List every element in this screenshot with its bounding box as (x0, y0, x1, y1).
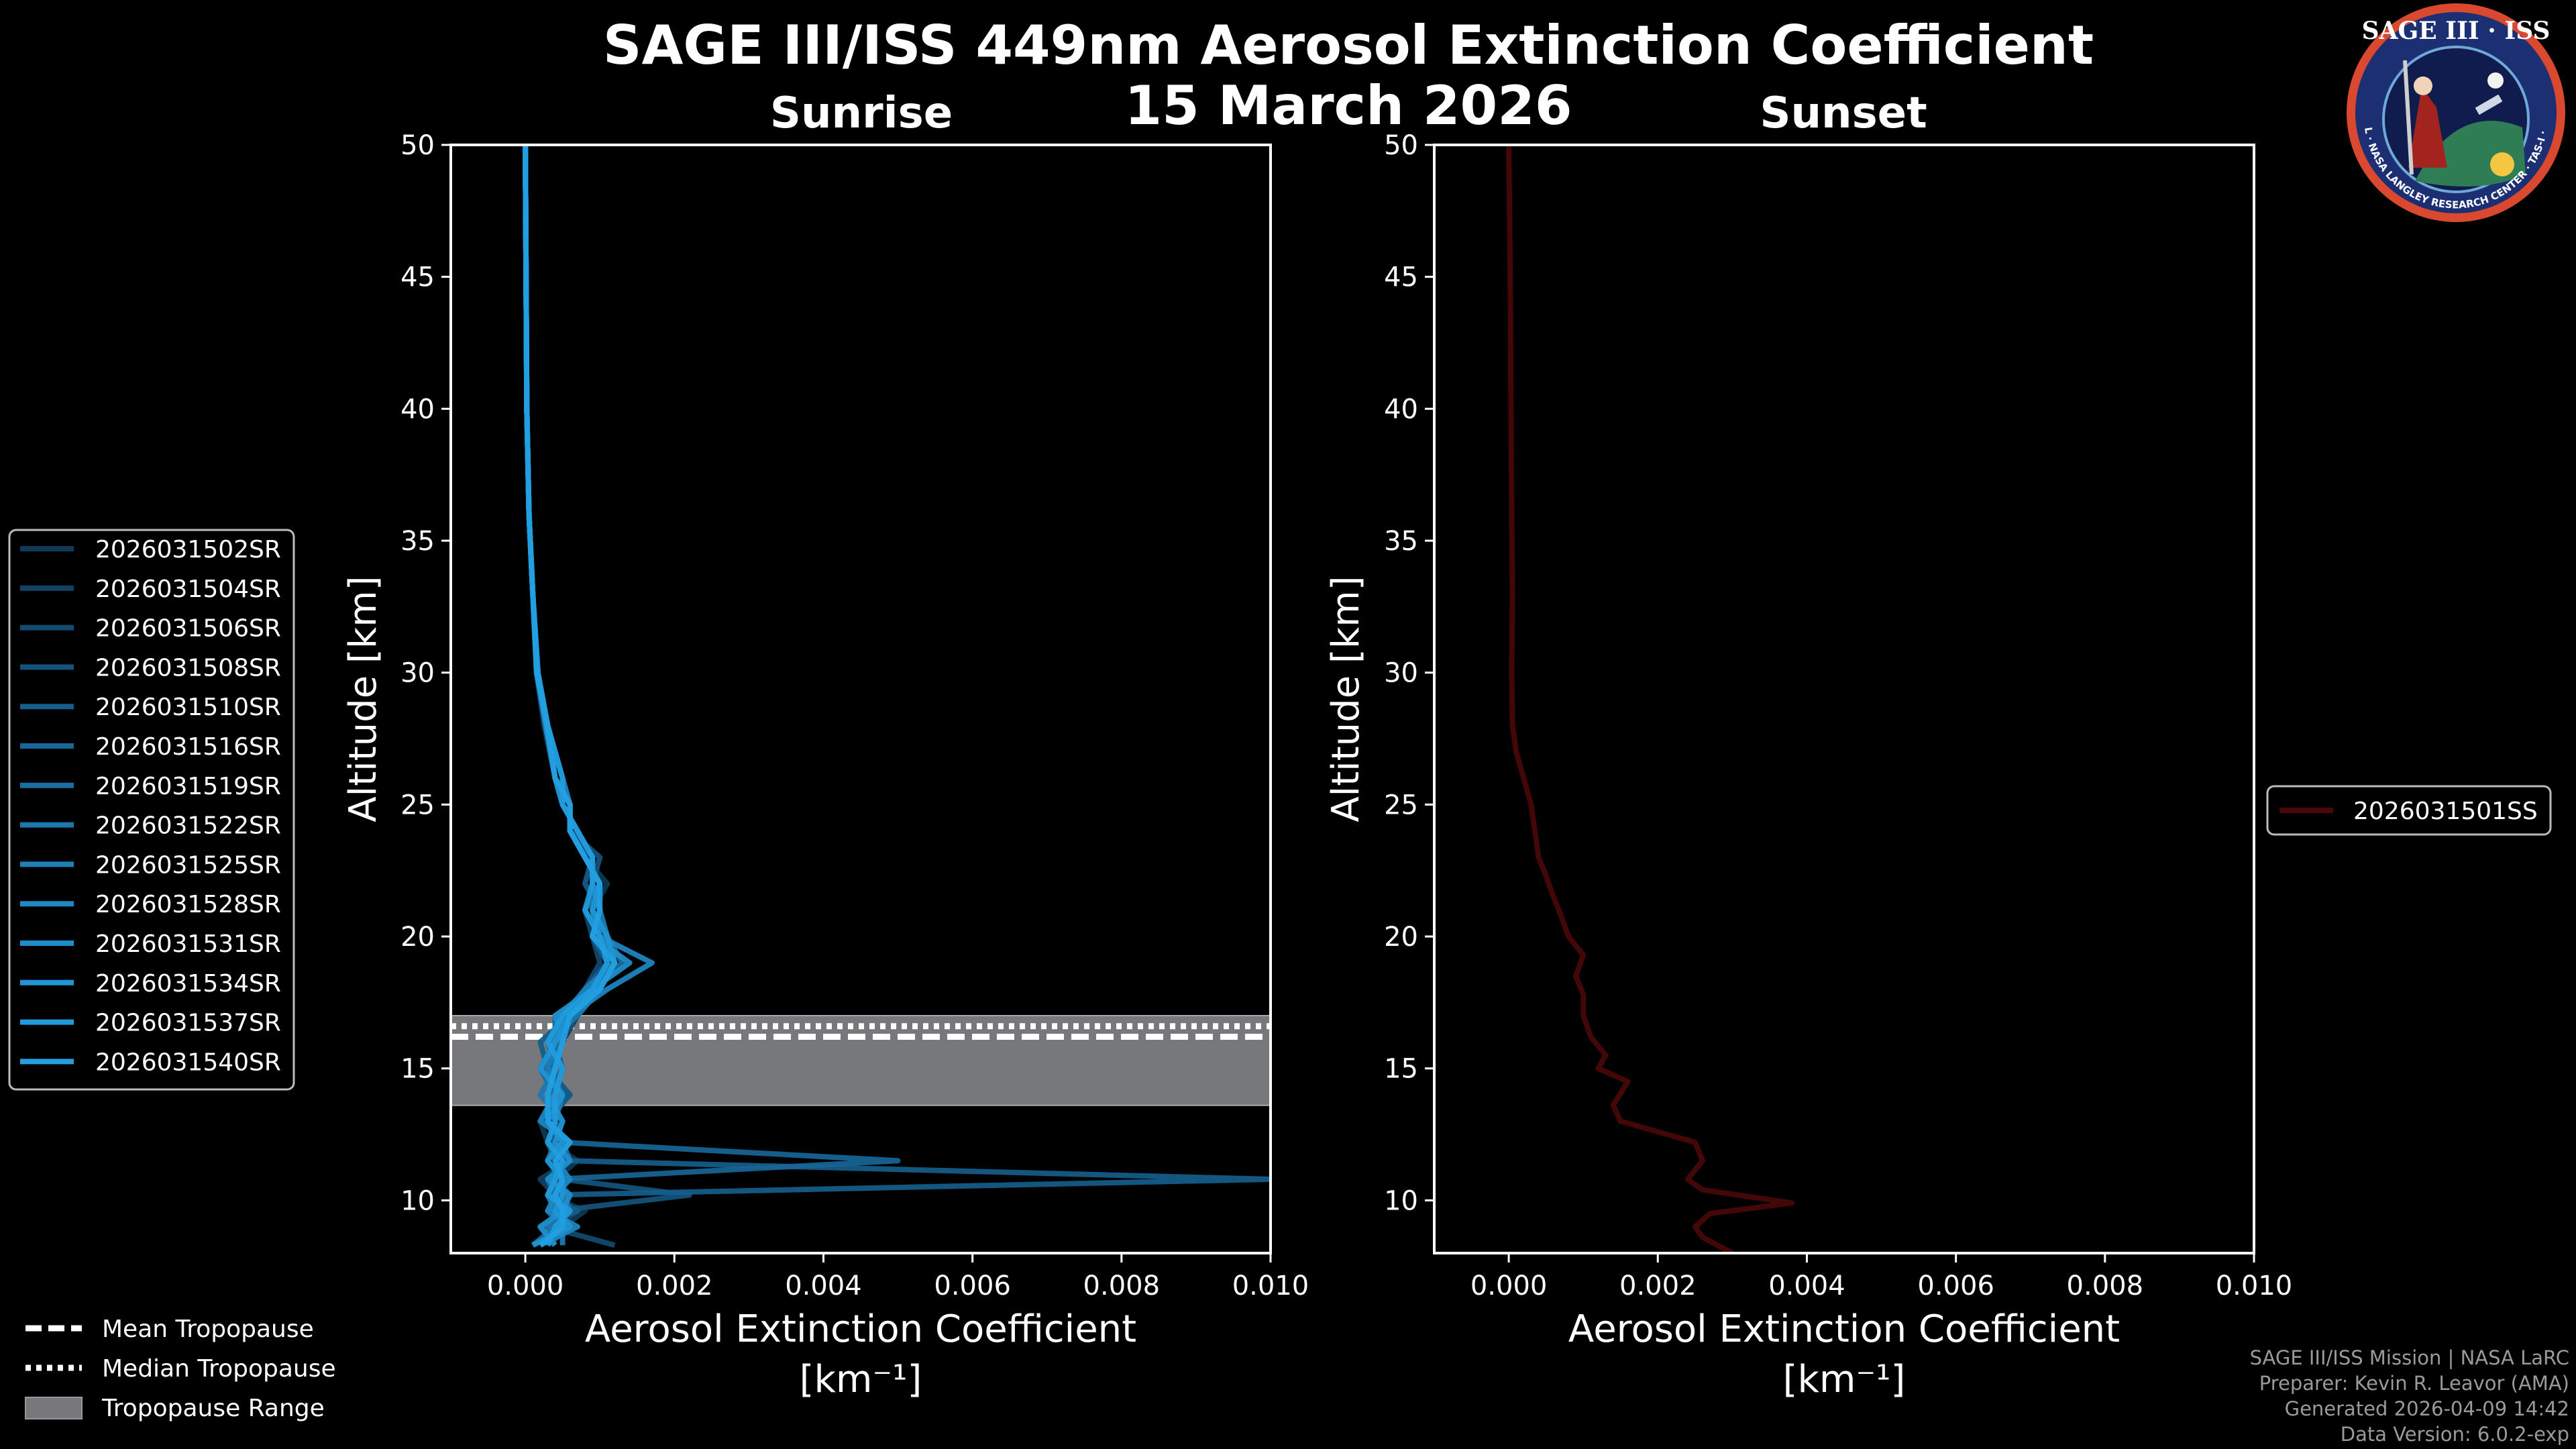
sunrise-xtick-label: 0.002 (636, 1271, 713, 1301)
credit-generated: Generated 2026-04-09 14:42 (2285, 1397, 2569, 1420)
legend-label-2026031531SR: 2026031531SR (95, 930, 281, 958)
sunset-panel-title: Sunset (1760, 89, 1927, 138)
legend-label-2026031506SR: 2026031506SR (95, 615, 281, 643)
sunset-ytick-label: 30 (1384, 658, 1418, 689)
figure-title: SAGE III/ISS 449nm Aerosol Extinction Co… (603, 14, 2094, 76)
sunset-ytick-label: 10 (1384, 1185, 1418, 1216)
sunrise-xtick-label: 0.000 (487, 1271, 564, 1301)
tropopause-range-band (451, 1015, 1271, 1106)
legend-label-2026031525SR: 2026031525SR (95, 851, 281, 879)
legend-label-2026031540SR: 2026031540SR (95, 1049, 281, 1076)
credit-mission: SAGE III/ISS Mission | NASA LaRC (2250, 1346, 2569, 1369)
mean-tropopause-label: Mean Tropopause (102, 1316, 314, 1343)
credit-preparer: Preparer: Kevin R. Leavor (AMA) (2259, 1372, 2569, 1395)
series-line-2026031540SR (523, 145, 618, 1248)
sunrise-ytick-label: 40 (400, 394, 435, 425)
sunrise-ytick-label: 50 (400, 130, 435, 161)
sunrise-xtick-label: 0.008 (1083, 1271, 1161, 1301)
figure-date: 15 March 2026 (1124, 74, 1572, 137)
moon-shape (2487, 72, 2504, 89)
sunset-ytick-label: 45 (1384, 262, 1418, 293)
tropopause-legend: Mean Tropopause Median Tropopause Tropop… (25, 1316, 336, 1422)
sunrise-ytick-label: 10 (400, 1185, 435, 1216)
legend-label-2026031508SR: 2026031508SR (95, 654, 281, 682)
sunset-ytick-label: 15 (1384, 1054, 1418, 1085)
iss-shape (2475, 94, 2503, 115)
sunset-ytick-label: 40 (1384, 394, 1418, 425)
sunrise-ytick-label: 15 (400, 1054, 435, 1085)
wizard-head (2414, 76, 2432, 95)
sunrise-ytick-label: 45 (400, 262, 435, 293)
sunrise-ytick-label: 25 (400, 790, 435, 820)
median-tropopause-label: Median Tropopause (102, 1355, 336, 1383)
legend-label-2026031516SR: 2026031516SR (95, 733, 281, 761)
legend-label-2026031502SR: 2026031502SR (95, 536, 281, 564)
sunrise-plot: 0.000 0.002 0.004 0.006 0.008 0.010 10 15 20 25 3… (341, 130, 1309, 1401)
sunrise-ytick-label: 20 (400, 922, 435, 953)
sunset-ytick-label: 20 (1384, 922, 1418, 953)
sunset-xlabel: Aerosol Extinction Coefficient (1568, 1307, 2120, 1351)
legend-label-2026031504SR: 2026031504SR (95, 576, 281, 603)
sunrise-axes-frame (449, 144, 1272, 1254)
sunset-ytick-label: 50 (1384, 130, 1418, 161)
sunset-axes-frame (1433, 144, 2255, 1254)
logo-text: SAGE III · ISS (2362, 17, 2551, 45)
legend-label-2026031534SR: 2026031534SR (95, 970, 281, 998)
credits: SAGE III/ISS Mission | NASA LaRC Prepare… (2250, 1346, 2569, 1446)
sunset-plot: 0.000 0.002 0.004 0.006 0.008 0.010 10 15 20 25 3… (1324, 130, 2292, 1401)
legend-label-2026031522SR: 2026031522SR (95, 812, 281, 840)
wizard-figure (2408, 87, 2447, 168)
sunset-xtick-label: 0.002 (1619, 1271, 1697, 1301)
sunset-xtick-label: 0.010 (2216, 1271, 2293, 1301)
sunrise-ylabel: Altitude [km] (341, 576, 385, 822)
legend-label-2026031519SR: 2026031519SR (95, 773, 281, 800)
sunrise-xunit: [km⁻¹] (800, 1358, 922, 1401)
sunset-ytick-label: 25 (1384, 790, 1418, 820)
sunset-ytick-label: 35 (1384, 526, 1418, 557)
legend-label-2026031501SS: 2026031501SS (2353, 798, 2538, 825)
tropopause-range-swatch (25, 1397, 83, 1419)
sunset-ylabel: Altitude [km] (1324, 576, 1368, 822)
sunrise-legend: 2026031502SR 2026031504SR 2026031506SR 2026… (8, 529, 295, 1091)
sunset-legend: 2026031501SS (2266, 785, 2552, 836)
tropopause-range-label: Tropopause Range (101, 1395, 325, 1422)
legend-label-2026031510SR: 2026031510SR (95, 694, 281, 721)
sunrise-ytick-label: 35 (400, 526, 435, 557)
series-line-2026031501SS (1506, 145, 1795, 1253)
sunrise-panel-title: Sunrise (770, 89, 953, 138)
sunrise-xlabel: Aerosol Extinction Coefficient (585, 1307, 1136, 1351)
sunset-xtick-label: 0.004 (1768, 1271, 1845, 1301)
sunset-xtick-label: 0.006 (1917, 1271, 1994, 1301)
sunrise-ytick-label: 30 (400, 658, 435, 689)
sun-shape (2490, 152, 2514, 176)
sunset-xunit: [km⁻¹] (1783, 1358, 1906, 1401)
sunrise-xtick-label: 0.004 (785, 1271, 862, 1301)
sunrise-xtick-label: 0.010 (1232, 1271, 1309, 1301)
sunset-xtick-label: 0.008 (2067, 1271, 2144, 1301)
legend-label-2026031528SR: 2026031528SR (95, 891, 281, 918)
sunrise-xtick-label: 0.006 (934, 1271, 1011, 1301)
credit-version: Data Version: 6.0.2-exp (2341, 1423, 2569, 1446)
sunset-xtick-label: 0.000 (1470, 1271, 1548, 1301)
legend-label-2026031537SR: 2026031537SR (95, 1010, 281, 1037)
